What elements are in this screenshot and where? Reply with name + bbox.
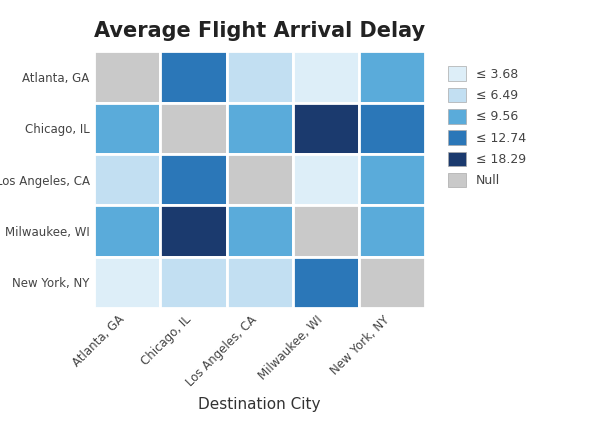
FancyBboxPatch shape bbox=[94, 51, 160, 103]
FancyBboxPatch shape bbox=[227, 205, 293, 257]
FancyBboxPatch shape bbox=[160, 257, 227, 308]
FancyBboxPatch shape bbox=[293, 205, 359, 257]
FancyBboxPatch shape bbox=[359, 154, 425, 205]
Legend: ≤ 3.68, ≤ 6.49, ≤ 9.56, ≤ 12.74, ≤ 18.29, Null: ≤ 3.68, ≤ 6.49, ≤ 9.56, ≤ 12.74, ≤ 18.29… bbox=[444, 63, 529, 191]
FancyBboxPatch shape bbox=[94, 205, 160, 257]
FancyBboxPatch shape bbox=[94, 103, 160, 154]
FancyBboxPatch shape bbox=[359, 257, 425, 308]
FancyBboxPatch shape bbox=[160, 154, 227, 205]
FancyBboxPatch shape bbox=[227, 103, 293, 154]
X-axis label: Destination City: Destination City bbox=[198, 397, 321, 412]
FancyBboxPatch shape bbox=[160, 205, 227, 257]
FancyBboxPatch shape bbox=[227, 257, 293, 308]
FancyBboxPatch shape bbox=[359, 51, 425, 103]
FancyBboxPatch shape bbox=[359, 205, 425, 257]
FancyBboxPatch shape bbox=[293, 103, 359, 154]
FancyBboxPatch shape bbox=[160, 51, 227, 103]
FancyBboxPatch shape bbox=[227, 154, 293, 205]
FancyBboxPatch shape bbox=[227, 51, 293, 103]
FancyBboxPatch shape bbox=[94, 154, 160, 205]
FancyBboxPatch shape bbox=[293, 51, 359, 103]
FancyBboxPatch shape bbox=[160, 103, 227, 154]
FancyBboxPatch shape bbox=[293, 154, 359, 205]
FancyBboxPatch shape bbox=[293, 257, 359, 308]
FancyBboxPatch shape bbox=[94, 257, 160, 308]
Title: Average Flight Arrival Delay: Average Flight Arrival Delay bbox=[94, 21, 425, 42]
FancyBboxPatch shape bbox=[359, 103, 425, 154]
